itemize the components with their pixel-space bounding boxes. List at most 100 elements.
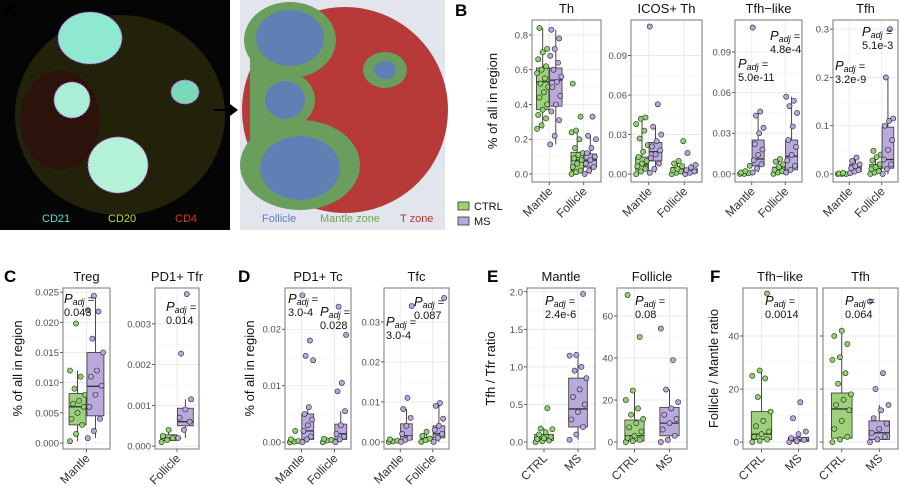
y-tick-label: 0.4: [515, 100, 528, 111]
p-value: 2.4e-6: [545, 309, 576, 321]
panel-title: Follicle: [632, 269, 672, 284]
y-tick-label: 0.02: [362, 357, 381, 368]
data-point: [657, 325, 664, 332]
box-ms: [682, 150, 699, 177]
data-point: [308, 433, 314, 440]
data-point: [764, 290, 770, 297]
p-value: 3.0-4: [288, 307, 313, 319]
panel-letter-b: B: [455, 1, 467, 20]
y-tick-label: 0: [608, 438, 613, 449]
data-point: [178, 350, 184, 357]
p-label: Padj =: [320, 304, 350, 320]
p-subscript: adj: [297, 297, 310, 307]
data-point: [338, 380, 345, 386]
box-ms: [430, 295, 448, 445]
y-tick-label: 0.003: [127, 319, 151, 330]
p-symbol: P: [320, 304, 329, 319]
data-point: [587, 157, 594, 163]
panel-border: [531, 19, 602, 183]
data-point: [79, 421, 86, 428]
data-point: [437, 400, 443, 406]
p-subscript: adj: [73, 297, 86, 307]
data-point: [757, 108, 764, 115]
data-point: [543, 115, 549, 122]
plot-area: [285, 288, 351, 449]
p-value: 5.0e-11: [738, 72, 775, 84]
p-symbol: P: [386, 314, 395, 329]
data-point: [581, 401, 588, 408]
y-tick-label: 60: [602, 311, 613, 322]
p-equals: =: [759, 59, 768, 71]
panel-title: Tfh−like: [757, 269, 803, 284]
x-tick-label: MS: [863, 451, 886, 474]
stain-label-cd20: CD20: [108, 213, 136, 225]
p-value: 3.0-4: [386, 330, 411, 342]
chart-panel-b-icos: ICOS+ Th 0.00 0.03 0.06 0.09 Mantle Follicle: [609, 1, 703, 221]
data-point: [419, 432, 426, 439]
data-point: [544, 45, 551, 52]
data-point: [658, 131, 665, 138]
y-tick-label: 0.00: [263, 438, 282, 449]
data-point: [343, 331, 350, 338]
panel-letter-d: D: [238, 267, 250, 286]
legend-label-ctrl: CTRL: [474, 201, 503, 213]
data-point: [305, 404, 312, 411]
data-point: [80, 403, 87, 410]
data-point: [576, 136, 583, 143]
y-tick-label: 1.0: [510, 362, 523, 373]
chart-panel-f-tl: Tfh−like 0 20 40 Follicle / Mantle ratio CTRL…: [706, 269, 818, 483]
p-value: 0.043: [64, 307, 92, 319]
panel-border: [822, 287, 899, 450]
x-tick-label: Follicle: [852, 184, 889, 221]
data-point: [636, 334, 643, 340]
chart-panel-d-tc: PD1+ Tc 0.00 0.01 0.02 % of all in region Man…: [242, 269, 352, 488]
data-point: [300, 428, 307, 434]
p-symbol: P: [635, 293, 644, 308]
data-point: [341, 433, 347, 440]
p-symbol: P: [64, 291, 73, 306]
data-point: [751, 433, 758, 440]
data-point: [175, 435, 182, 441]
y-tick-label: 0.09: [713, 47, 732, 58]
data-point: [771, 166, 778, 173]
p-equals: =: [341, 307, 350, 319]
p-symbol: P: [288, 291, 297, 306]
data-point: [547, 141, 554, 148]
data-point: [572, 145, 578, 151]
zone-label-follicle: Follicle: [262, 213, 296, 225]
panel-border: [154, 287, 200, 450]
y-tick-label: 0: [734, 438, 739, 449]
panel-letter-c: C: [4, 267, 16, 286]
data-point: [663, 386, 669, 393]
y-tick-label: 0.6: [515, 65, 528, 76]
x-tick-label: CTRL: [736, 451, 768, 483]
data-point: [869, 157, 876, 164]
data-point: [657, 439, 664, 445]
p-label: Padj =: [414, 294, 444, 310]
y-tick-label: 0.2: [816, 73, 829, 84]
data-point: [756, 437, 763, 444]
y-tick-label: 0.0: [510, 438, 523, 449]
data-point: [836, 436, 843, 443]
data-point: [541, 435, 547, 442]
p-value: 0.08: [635, 309, 656, 321]
data-point: [170, 435, 176, 441]
data-point: [670, 357, 676, 363]
data-point: [91, 428, 97, 434]
x-tick-label: Follicle: [554, 184, 591, 221]
data-point: [742, 168, 749, 175]
box-ctrl: [385, 436, 401, 445]
data-point: [756, 367, 763, 374]
data-point: [544, 101, 551, 108]
p-label: Padj =: [64, 291, 94, 307]
x-tick-label: MS: [561, 451, 584, 474]
data-point: [751, 141, 758, 147]
p-label: Padj =: [845, 293, 875, 309]
y-tick-label: 40: [602, 353, 613, 364]
data-point: [749, 439, 756, 446]
data-point: [160, 433, 166, 439]
y-tick-label: 0.02: [263, 325, 282, 336]
follicle-region: [256, 10, 396, 200]
data-point: [399, 430, 406, 437]
